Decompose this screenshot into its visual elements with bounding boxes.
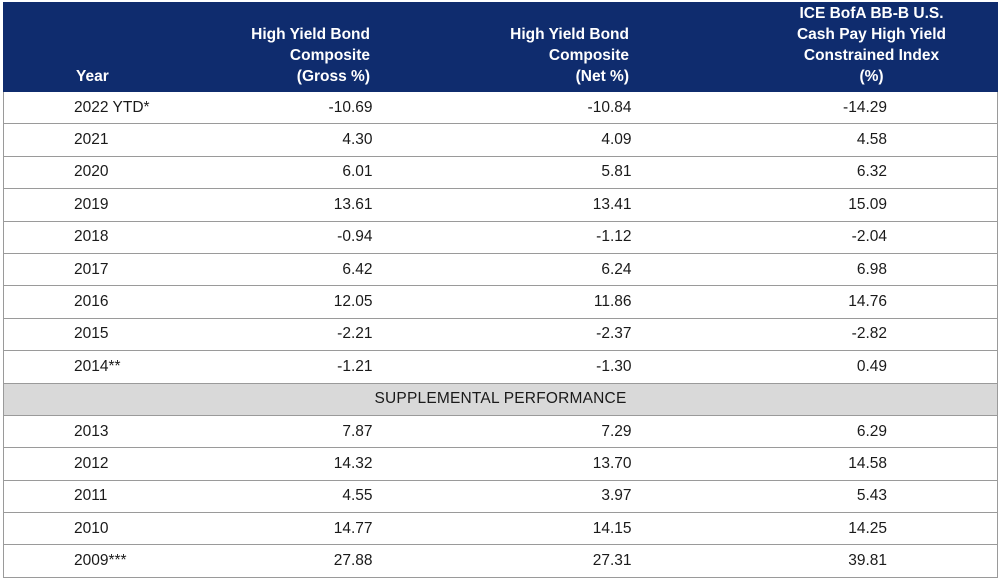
- net-cell: 6.24: [468, 252, 734, 287]
- index-cell: 6.29: [733, 414, 998, 449]
- year-cell: 2020: [3, 155, 204, 190]
- index-cell: -2.82: [733, 317, 998, 352]
- header-index-line: ICE BofA BB-B U.S.: [799, 5, 944, 22]
- index-cell: -2.04: [733, 220, 998, 254]
- header-gross: High Yield Bond Composite (Gross %): [203, 2, 469, 92]
- header-net-line: (Net %): [575, 68, 629, 85]
- header-net: High Yield Bond Composite (Net %): [468, 2, 734, 92]
- gross-cell: 4.30: [203, 123, 469, 157]
- header-net-line: Composite: [548, 47, 629, 64]
- index-cell: 4.58: [733, 123, 998, 157]
- table-row: 2020 6.01 5.81 6.32: [3, 155, 998, 190]
- table-row: 2019 13.61 13.41 15.09: [3, 188, 998, 222]
- gross-cell: -1.21: [203, 350, 469, 384]
- net-cell: 5.81: [468, 155, 734, 190]
- header-row: Year High Yield Bond Composite (Gross %)…: [3, 2, 998, 92]
- table-row: 2013 7.87 7.29 6.29: [3, 414, 998, 449]
- index-cell: 39.81: [733, 544, 998, 578]
- year-cell: 2010: [3, 512, 204, 546]
- net-cell: 27.31: [468, 544, 734, 578]
- year-cell: 2018: [3, 220, 204, 254]
- supplemental-performance-label: SUPPLEMENTAL PERFORMANCE: [3, 382, 998, 416]
- table-row: 2014** -1.21 -1.30 0.49: [3, 350, 998, 384]
- header-index-line: Constrained Index (%): [803, 47, 940, 85]
- gross-cell: 14.77: [203, 512, 469, 546]
- performance-table-container: Year High Yield Bond Composite (Gross %)…: [3, 2, 998, 578]
- gross-cell: -2.21: [203, 317, 469, 352]
- net-cell: 13.41: [468, 188, 734, 222]
- table-row: 2016 12.05 11.86 14.76: [3, 285, 998, 319]
- gross-cell: 6.42: [203, 252, 469, 287]
- table-row: 2015 -2.21 -2.37 -2.82: [3, 317, 998, 352]
- year-cell: 2016: [3, 285, 204, 319]
- index-cell: 0.49: [733, 350, 998, 384]
- net-cell: 13.70: [468, 447, 734, 481]
- net-cell: -1.30: [468, 350, 734, 384]
- gross-cell: 6.01: [203, 155, 469, 190]
- index-cell: 6.98: [733, 252, 998, 287]
- year-cell: 2012: [3, 447, 204, 481]
- gross-cell: 27.88: [203, 544, 469, 578]
- table-row: 2017 6.42 6.24 6.98: [3, 252, 998, 287]
- index-cell: 6.32: [733, 155, 998, 190]
- gross-cell: -0.94: [203, 220, 469, 254]
- section-row: SUPPLEMENTAL PERFORMANCE: [3, 382, 998, 416]
- table-row: 2010 14.77 14.15 14.25: [3, 512, 998, 546]
- gross-cell: 13.61: [203, 188, 469, 222]
- index-cell: 15.09: [733, 188, 998, 222]
- year-cell: 2022 YTD*: [3, 90, 204, 125]
- table-row: 2022 YTD* -10.69 -10.84 -14.29: [3, 90, 998, 125]
- header-net-line: High Yield Bond: [510, 26, 629, 43]
- table-row: 2012 14.32 13.70 14.58: [3, 447, 998, 481]
- gross-cell: 4.55: [203, 479, 469, 514]
- year-cell: 2021: [3, 123, 204, 157]
- gross-cell: 14.32: [203, 447, 469, 481]
- net-cell: -10.84: [468, 90, 734, 125]
- year-cell: 2013: [3, 414, 204, 449]
- net-cell: 3.97: [468, 479, 734, 514]
- net-cell: 11.86: [468, 285, 734, 319]
- year-cell: 2015: [3, 317, 204, 352]
- table-body: 2022 YTD* -10.69 -10.84 -14.29 2021 4.30 4.09 4…: [3, 90, 998, 578]
- performance-table: Year High Yield Bond Composite (Gross %)…: [3, 2, 998, 578]
- index-cell: 14.76: [733, 285, 998, 319]
- year-cell: 2017: [3, 252, 204, 287]
- gross-cell: 7.87: [203, 414, 469, 449]
- header-gross-line: (Gross %): [296, 68, 370, 85]
- gross-cell: -10.69: [203, 90, 469, 125]
- header-index: ICE BofA BB-B U.S. Cash Pay High Yield C…: [733, 2, 998, 92]
- index-cell: 14.58: [733, 447, 998, 481]
- net-cell: -1.12: [468, 220, 734, 254]
- net-cell: 14.15: [468, 512, 734, 546]
- year-cell: 2009***: [3, 544, 204, 578]
- header-year: Year: [3, 2, 204, 92]
- table-row: 2021 4.30 4.09 4.58: [3, 123, 998, 157]
- table-row: 2018 -0.94 -1.12 -2.04: [3, 220, 998, 254]
- index-cell: -14.29: [733, 90, 998, 125]
- header-gross-line: High Yield Bond: [251, 26, 370, 43]
- index-cell: 5.43: [733, 479, 998, 514]
- year-cell: 2011: [3, 479, 204, 514]
- year-cell: 2019: [3, 188, 204, 222]
- header-index-line: Cash Pay High Yield: [796, 26, 947, 43]
- header-year-text: Year: [76, 68, 109, 85]
- table-row: 2009*** 27.88 27.31 39.81: [3, 544, 998, 578]
- header-gross-line: Composite: [289, 47, 370, 64]
- net-cell: 4.09: [468, 123, 734, 157]
- index-cell: 14.25: [733, 512, 998, 546]
- net-cell: 7.29: [468, 414, 734, 449]
- net-cell: -2.37: [468, 317, 734, 352]
- gross-cell: 12.05: [203, 285, 469, 319]
- table-row: 2011 4.55 3.97 5.43: [3, 479, 998, 514]
- year-cell: 2014**: [3, 350, 204, 384]
